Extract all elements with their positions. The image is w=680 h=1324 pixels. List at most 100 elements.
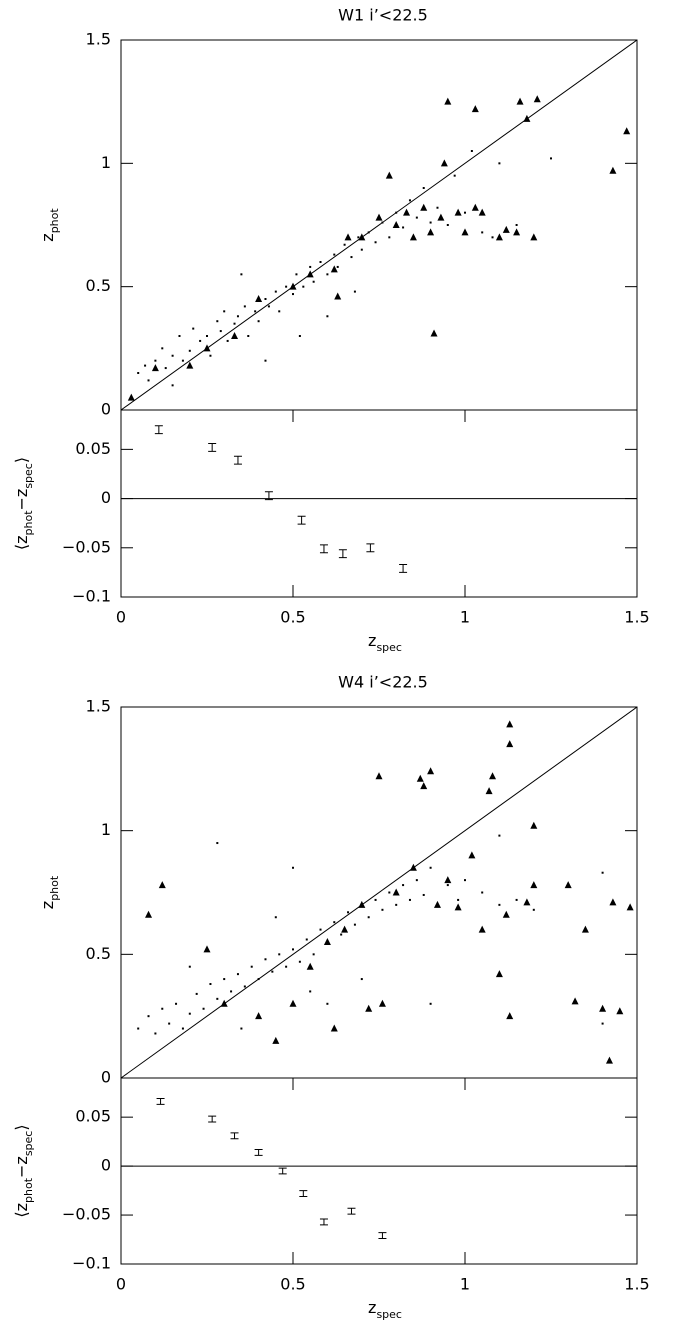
error-bar (156, 1098, 165, 1105)
dot-point (309, 990, 312, 993)
triangle-point (358, 233, 366, 241)
dot-point (381, 221, 384, 224)
dot-point (367, 231, 370, 234)
error-bar (264, 491, 273, 501)
dot-point (147, 379, 150, 382)
dot-point (515, 898, 518, 901)
dot-point (357, 236, 360, 239)
text-part: ⟨z (12, 1203, 31, 1218)
dot-point (175, 1002, 178, 1005)
dot-point (240, 1027, 243, 1030)
diagonal-line (120, 706, 638, 1079)
triangle-point (605, 1056, 613, 1064)
triangle-point (530, 821, 538, 829)
triangle-point (461, 228, 469, 236)
x-tick-label: 0 (116, 1275, 126, 1294)
dot-point (292, 293, 294, 296)
y-tick-label: 0.05 (75, 439, 111, 458)
triangle-point (427, 228, 435, 236)
error-bar (378, 1232, 387, 1240)
dot-point (305, 938, 308, 941)
y-axis-label: ⟨zphot−zspec⟩ (12, 457, 35, 550)
x-tick-label: 1.5 (624, 608, 649, 627)
triangle-point (344, 233, 352, 241)
dot-point (247, 335, 250, 337)
dot-point (381, 908, 384, 911)
triangle-point (392, 888, 400, 896)
dot-point (532, 908, 535, 911)
x-tick-label: 1 (460, 1275, 470, 1294)
x-tick-label: 1 (460, 608, 470, 627)
dot-point (209, 354, 212, 357)
dot-point (274, 916, 277, 919)
dot-point (278, 953, 281, 956)
dot-point (312, 280, 315, 283)
dot-point (209, 983, 212, 986)
triangle-point (334, 292, 342, 300)
triangle-point (203, 344, 211, 352)
triangle-point (330, 1024, 338, 1032)
triangle-point (306, 270, 314, 278)
triangle-point (471, 203, 479, 211)
dot-point (402, 884, 405, 887)
y-tick-label: 0.5 (86, 276, 111, 295)
triangle-point (433, 900, 441, 908)
triangle-point (513, 228, 521, 236)
triangle-point (330, 265, 338, 273)
dot-point (422, 187, 425, 189)
error-bar (278, 1167, 287, 1175)
dot-point (216, 997, 219, 1000)
triangle-point (471, 105, 479, 113)
error-bar (233, 455, 242, 465)
triangle-point (523, 114, 531, 122)
triangle-point (454, 208, 462, 216)
text-part: ⟨z (12, 535, 31, 550)
dot-point (343, 243, 346, 246)
triangle-point (272, 1036, 280, 1044)
x-tick-label: 1.5 (624, 1275, 649, 1294)
dot-point (267, 305, 270, 308)
text-part: −z (12, 489, 31, 511)
dot-point (333, 253, 336, 256)
dot-point (464, 879, 466, 882)
dot-point (230, 990, 233, 993)
dot-point (216, 320, 219, 323)
error-bar (208, 1115, 217, 1123)
dot-point (360, 248, 363, 251)
triangle-point (420, 203, 428, 211)
subscript: spec (22, 463, 35, 489)
triangle-point (375, 213, 383, 221)
triangle-point (489, 772, 497, 780)
dot-point (457, 898, 460, 901)
dot-point (199, 339, 202, 342)
triangle-point (427, 767, 435, 775)
dot-point (274, 290, 277, 293)
dot-point (347, 911, 350, 914)
triangle-point (495, 970, 503, 978)
dot-point (292, 866, 294, 869)
subscript: spec (376, 641, 402, 654)
error-bar (230, 1132, 239, 1140)
triangle-point (358, 900, 366, 908)
dot-point (285, 965, 288, 968)
subscript: phot (22, 510, 35, 536)
text-part: −z (12, 1156, 31, 1178)
dot-point (161, 347, 164, 350)
y-tick-label: −0.1 (72, 1254, 111, 1273)
dot-point (171, 354, 174, 357)
triangle-point (255, 295, 263, 302)
y-tick-label: 0.05 (75, 1107, 111, 1126)
triangle-point (478, 208, 486, 216)
y-tick-label: −0.1 (72, 587, 111, 606)
triangle-point (533, 95, 541, 103)
triangle-point (437, 213, 445, 221)
dot-point (254, 310, 257, 313)
dot-point (188, 965, 191, 968)
triangle-point (203, 945, 211, 953)
text-part: ⟩ (12, 1124, 31, 1130)
dot-point (144, 364, 147, 367)
dot-point (498, 834, 501, 837)
dot-point (137, 1027, 140, 1030)
triangle-point (151, 364, 159, 372)
subscript: spec (22, 1131, 35, 1157)
